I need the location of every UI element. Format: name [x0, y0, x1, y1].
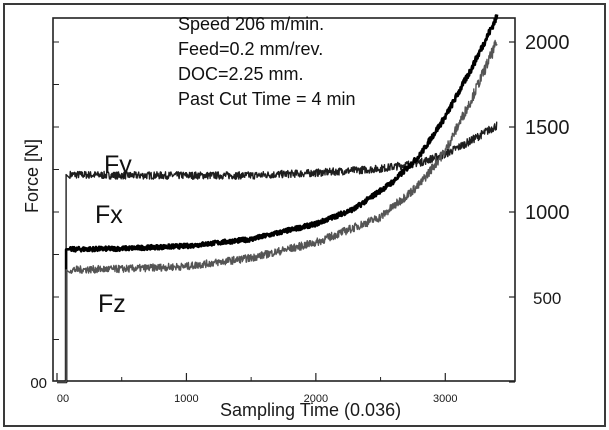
annotation-speed: Speed 206 m/min. [178, 14, 324, 34]
x-tick-label: 3000 [433, 393, 457, 405]
y-tick-label: 2000 [525, 32, 570, 54]
annotation-past-cut-time: Past Cut Time = 4 min [178, 89, 356, 109]
annotation-doc: DOC=2.25 mm. [178, 64, 304, 84]
x-axis-label: Sampling Time (0.036) [220, 400, 401, 420]
y-axis-label: Force [N] [22, 139, 42, 213]
y-tick-label: 1000 [525, 202, 570, 224]
y-tick-label: 00 [30, 375, 47, 392]
x-tick-label: 1000 [174, 393, 198, 405]
series-label-fy: Fy [104, 151, 132, 179]
y-tick-label: 500 [533, 289, 561, 308]
annotation-feed: Feed=0.2 mm/rev. [178, 39, 323, 59]
y-tick-label: 1500 [525, 117, 570, 139]
x-tick-label: 00 [57, 393, 69, 405]
series-label-fx: Fx [95, 201, 123, 229]
series-label-fz: Fz [98, 290, 126, 318]
